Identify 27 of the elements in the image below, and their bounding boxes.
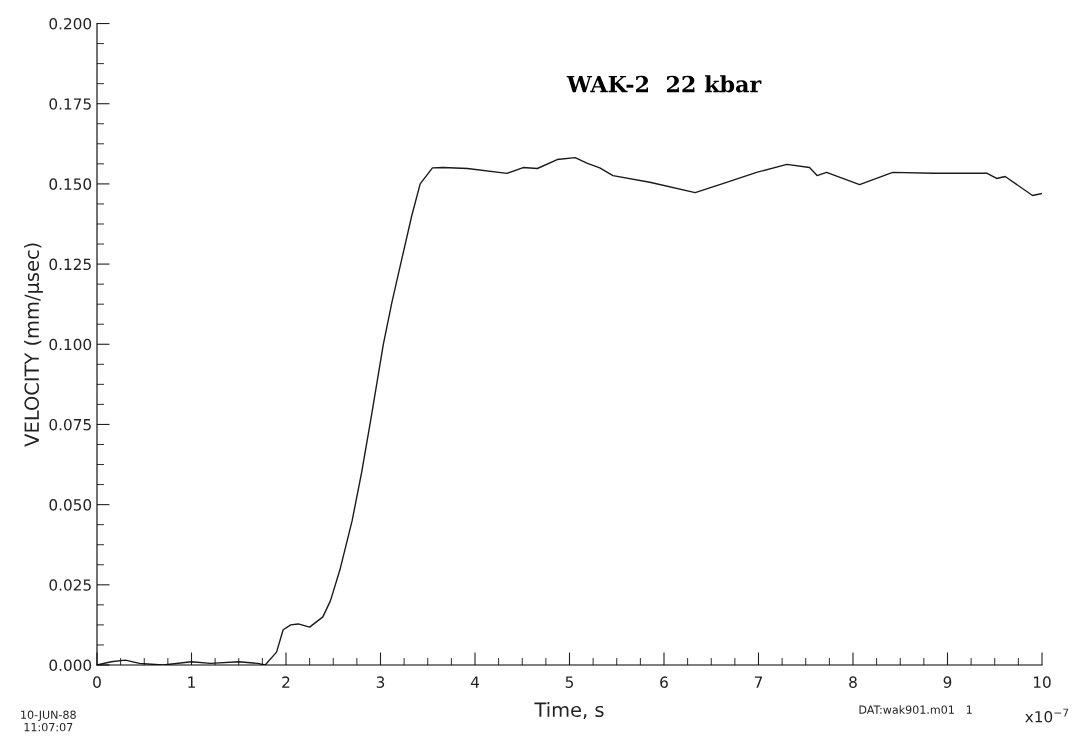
y-tick-label: 0.125 [49, 258, 91, 271]
x-tick-label: 1 [188, 676, 195, 688]
y-tick-label: 0.175 [49, 98, 91, 110]
x-tick-label: 8 [849, 676, 857, 688]
x-tick-label: 4 [470, 676, 479, 688]
x-tick-label: 7 [754, 676, 763, 688]
text: DAT:wak901.m01 [859, 705, 954, 714]
x-tick-label: 5 [565, 676, 574, 688]
y-tick-label: 0.000 [49, 659, 92, 672]
text: 10-JUN-88 11:07:07 [21, 710, 76, 732]
x-tick-label: 2 [282, 676, 290, 688]
y-tick-label: 0.050 [49, 499, 92, 511]
y-tick-label: 0.075 [49, 418, 91, 431]
y-tick-label: 0.025 [49, 579, 91, 591]
x-tick-label: 10 [1033, 676, 1051, 688]
text: WAK-2 22 kbar [566, 75, 762, 93]
text: x10$^{−7}$ [1025, 708, 1069, 723]
y-tick-label: 0.200 [49, 18, 92, 30]
y-tick-label: 0.100 [49, 338, 92, 351]
x-tick-label: 0 [93, 676, 101, 688]
x-tick-label: 6 [660, 676, 668, 688]
x-tick-label: 9 [943, 676, 952, 688]
y-tick-label: 0.150 [49, 178, 92, 190]
y-axis-title: VELOCITY (mm/µsec) [24, 243, 43, 447]
x-axis-title: Time, s [534, 702, 604, 720]
x-tick-label: 3 [376, 676, 385, 688]
text: 1 [966, 705, 972, 714]
